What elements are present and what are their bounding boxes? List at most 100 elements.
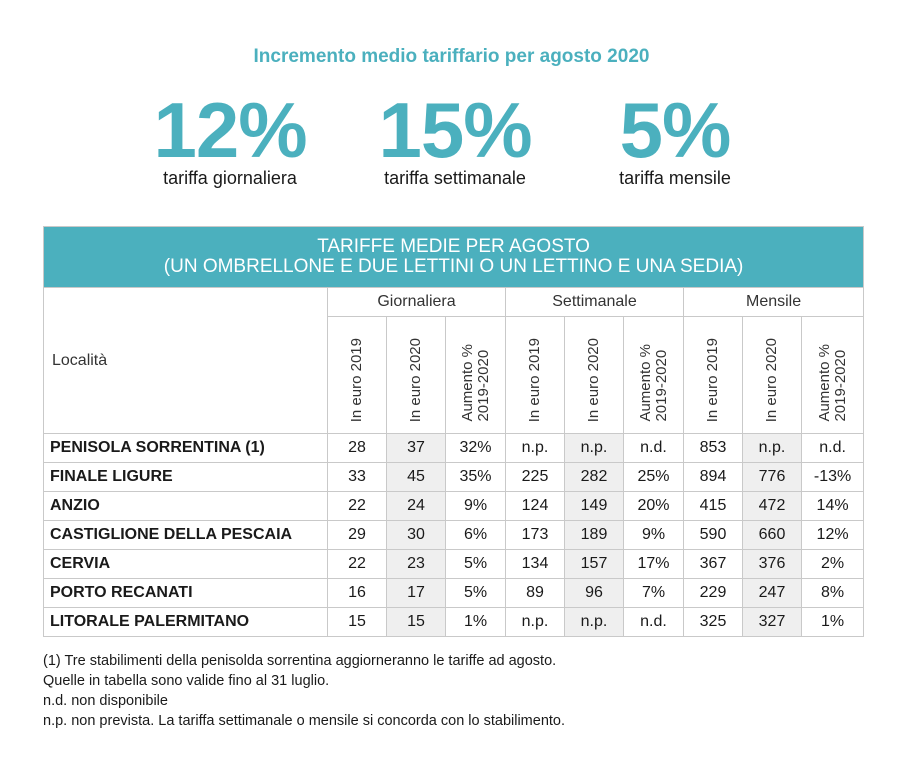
location-cell: LITORALE PALERMITANO [43, 607, 328, 637]
subheader-cell: In euro 2019 [327, 316, 387, 434]
table-row: CERVIA 22 23 5% 134 157 17% 367 376 2% [43, 549, 865, 579]
value-cell: 9% [445, 491, 506, 521]
value-cell: 30 [386, 520, 446, 550]
location-cell: PORTO RECANATI [43, 578, 328, 608]
group-header-row: Località Giornaliera Settimanale Mensile [43, 287, 865, 434]
value-cell: 8% [800, 578, 865, 608]
footnote-1: (1) Tre stabilimenti della penisolda sor… [43, 653, 557, 669]
stat-daily: 12% tariffa giornaliera [150, 90, 310, 189]
subheader-2020: In euro 2020 [585, 337, 602, 422]
location-cell: ANZIO [43, 491, 328, 521]
value-cell: 28 [327, 433, 387, 463]
table-row: LITORALE PALERMITANO 15 15 1% n.p. n.p. n.d. 32… [43, 607, 865, 637]
value-cell: 17% [623, 549, 684, 579]
value-cell: 660 [742, 520, 802, 550]
subheader-cell: In euro 2020 [564, 316, 624, 434]
value-cell: 149 [564, 491, 624, 521]
subheader-2019: In euro 2019 [704, 337, 721, 422]
value-cell: 225 [505, 462, 565, 492]
value-cell: 325 [683, 607, 743, 637]
value-cell: 247 [742, 578, 802, 608]
value-cell: 282 [564, 462, 624, 492]
headline: Incremento medio tariffario per agosto 2… [253, 46, 650, 67]
location-header: Località [43, 287, 328, 434]
location-cell: CERVIA [43, 549, 328, 579]
value-cell: 376 [742, 549, 802, 579]
subheader-cell: Aumento % 2019-2020 [445, 316, 506, 434]
value-cell: 37 [386, 433, 446, 463]
value-cell: 29 [327, 520, 387, 550]
table-row: PENISOLA SORRENTINA (1) 28 37 32% n.p. n.p. n.… [43, 433, 865, 463]
subheader-cell: Aumento % 2019-2020 [623, 316, 684, 434]
location-cell: PENISOLA SORRENTINA (1) [43, 433, 328, 463]
value-cell: 45 [386, 462, 446, 492]
value-cell: 14% [800, 491, 865, 521]
group-header-monthly: Mensile [682, 287, 865, 317]
group-header-daily: Giornaliera [327, 287, 506, 317]
stat-weekly: 15% tariffa settimanale [370, 90, 540, 189]
value-cell: 12% [800, 520, 865, 550]
value-cell: n.p. [564, 607, 624, 637]
rates-table: TARIFFE MEDIE PER AGOSTO (UN OMBRELLONE … [42, 226, 865, 637]
table-title-line1: TARIFFE MEDIE PER AGOSTO [317, 236, 590, 257]
table-row: ANZIO 22 24 9% 124 149 20% 415 472 14% [43, 491, 865, 521]
value-cell: 22 [327, 491, 387, 521]
location-cell: FINALE LIGURE [43, 462, 328, 492]
subheader-cell: Aumento % 2019-2020 [800, 316, 865, 434]
value-cell: 229 [683, 578, 743, 608]
value-cell: n.p. [505, 433, 565, 463]
stat-weekly-value: 15% [378, 86, 532, 174]
value-cell: n.d. [800, 433, 865, 463]
stat-weekly-label: tariffa settimanale [384, 168, 526, 188]
table-row: PORTO RECANATI 16 17 5% 89 96 7% 229 247 8% [43, 578, 865, 608]
subheader-increase: Aumento % 2019-2020 [815, 344, 849, 422]
value-cell: 853 [683, 433, 743, 463]
value-cell: 776 [742, 462, 802, 492]
value-cell: 22 [327, 549, 387, 579]
value-cell: 2% [800, 549, 865, 579]
value-cell: 124 [505, 491, 565, 521]
footnotes: (1) Tre stabilimenti della penisolda sor… [43, 651, 863, 731]
value-cell: 6% [445, 520, 506, 550]
value-cell: 367 [683, 549, 743, 579]
value-cell: 24 [386, 491, 446, 521]
value-cell: 173 [505, 520, 565, 550]
footnote-3: n.d. non disponibile [43, 693, 168, 709]
value-cell: 327 [742, 607, 802, 637]
value-cell: 157 [564, 549, 624, 579]
value-cell: 32% [445, 433, 506, 463]
value-cell: n.d. [623, 607, 684, 637]
subheader-cell: In euro 2020 [742, 316, 802, 434]
stat-daily-label: tariffa giornaliera [163, 168, 297, 188]
stat-monthly-value: 5% [619, 86, 732, 174]
table-row: FINALE LIGURE 33 45 35% 225 282 25% 894 776 -13% [43, 462, 865, 492]
value-cell: 16 [327, 578, 387, 608]
value-cell: 1% [445, 607, 506, 637]
stat-monthly-label: tariffa mensile [619, 168, 731, 188]
value-cell: 89 [505, 578, 565, 608]
stat-daily-value: 12% [153, 86, 307, 174]
value-cell: 5% [445, 578, 506, 608]
value-cell: 1% [800, 607, 865, 637]
subheader-increase: Aumento % 2019-2020 [636, 344, 670, 422]
subheader-2019: In euro 2019 [348, 337, 365, 422]
table-row: CASTIGLIONE DELLA PESCAIA 29 30 6% 173 189 9% 5… [43, 520, 865, 550]
stat-monthly: 5% tariffa mensile [600, 90, 750, 189]
group-header-weekly: Settimanale [505, 287, 684, 317]
table-body: PENISOLA SORRENTINA (1) 28 37 32% n.p. n.p. n.… [43, 433, 865, 637]
value-cell: -13% [800, 462, 865, 492]
value-cell: 35% [445, 462, 506, 492]
value-cell: n.p. [505, 607, 565, 637]
value-cell: 415 [683, 491, 743, 521]
value-cell: n.p. [742, 433, 802, 463]
value-cell: 15 [327, 607, 387, 637]
table-title-row: TARIFFE MEDIE PER AGOSTO (UN OMBRELLONE … [42, 226, 865, 288]
value-cell: 189 [564, 520, 624, 550]
footnote-4: n.p. non prevista. La tariffa settimanal… [43, 713, 566, 729]
footnote-2: Quelle in tabella sono valide fino al 31… [43, 673, 330, 689]
value-cell: 894 [683, 462, 743, 492]
table-title: TARIFFE MEDIE PER AGOSTO (UN OMBRELLONE … [42, 226, 865, 288]
value-cell: 134 [505, 549, 565, 579]
value-cell: 5% [445, 549, 506, 579]
value-cell: 7% [623, 578, 684, 608]
